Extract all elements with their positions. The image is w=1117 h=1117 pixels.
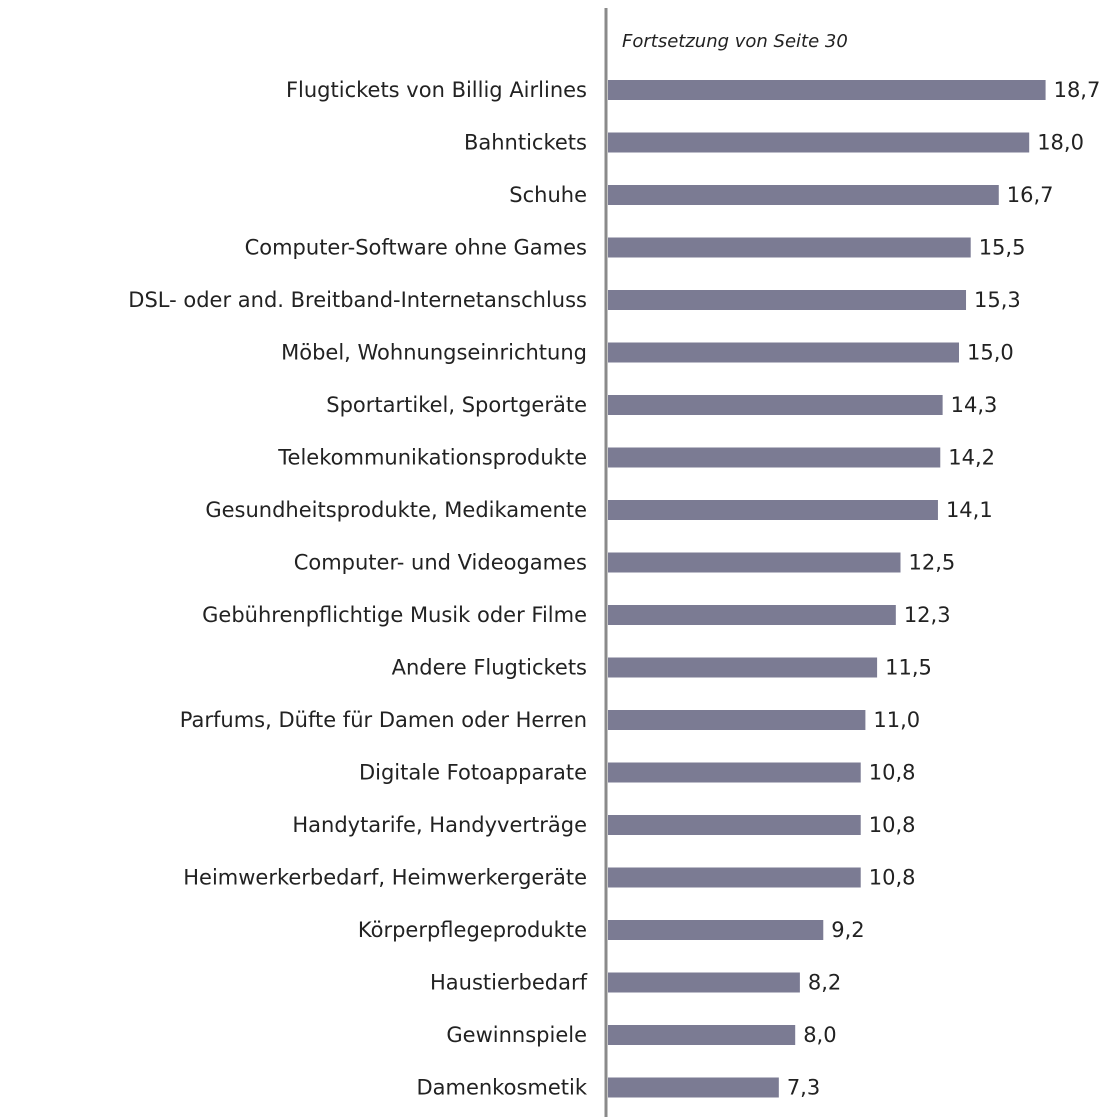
bar	[608, 447, 941, 468]
category-label: Gesundheitsprodukte, Medikamente	[205, 498, 587, 522]
category-label: Haustierbedarf	[430, 971, 588, 995]
value-label: 15,3	[974, 288, 1021, 312]
bar	[608, 710, 866, 730]
category-label: Gebührenpflichtige Musik oder Filme	[202, 603, 587, 627]
value-label: 18,0	[1037, 131, 1084, 155]
value-label: 18,7	[1054, 78, 1101, 102]
bar	[608, 185, 999, 205]
category-label: Möbel, Wohnungseinrichtung	[281, 341, 587, 365]
category-label: Flugtickets von Billig Airlines	[286, 78, 587, 102]
bar	[608, 867, 861, 888]
bar	[608, 80, 1046, 100]
value-label: 14,1	[946, 498, 993, 522]
bar	[608, 1025, 796, 1045]
category-label: Parfums, Düfte für Damen oder Herren	[180, 708, 587, 732]
category-label: Handytarife, Handyverträge	[292, 813, 587, 837]
category-label: Digitale Fotoapparate	[359, 761, 587, 785]
value-label: 11,5	[885, 656, 932, 680]
category-label: Körperpflegeprodukte	[358, 918, 587, 942]
bar	[608, 762, 861, 783]
category-label: Damenkosmetik	[416, 1076, 587, 1100]
category-label: Bahntickets	[464, 131, 587, 155]
value-label: 12,5	[909, 551, 956, 575]
value-label: 14,3	[951, 393, 998, 417]
bar	[608, 605, 896, 625]
value-label: 8,2	[808, 971, 841, 995]
value-label: 10,8	[869, 866, 916, 890]
bar	[608, 1077, 779, 1098]
bar	[608, 815, 861, 835]
category-label: Andere Flugtickets	[392, 656, 587, 680]
bar	[608, 500, 938, 520]
value-label: 15,0	[967, 341, 1014, 365]
category-label: Heimwerkerbedarf, Heimwerkergeräte	[183, 866, 587, 890]
bar	[608, 920, 824, 940]
annotation: Fortsetzung von Seite 30	[622, 31, 848, 52]
bar	[608, 342, 959, 363]
value-label: 11,0	[873, 708, 920, 732]
bar	[608, 237, 971, 258]
bar	[608, 657, 878, 678]
bar	[608, 552, 901, 573]
value-label: 15,5	[979, 236, 1026, 260]
category-label: Telekommunikationsprodukte	[277, 446, 587, 470]
category-label: Computer-Software ohne Games	[245, 236, 587, 260]
bar	[608, 290, 967, 310]
bar	[608, 972, 800, 993]
value-label: 10,8	[869, 813, 916, 837]
category-label: Gewinnspiele	[446, 1023, 587, 1047]
value-label: 9,2	[831, 918, 864, 942]
value-label: 12,3	[904, 603, 951, 627]
value-label: 8,0	[803, 1023, 836, 1047]
category-label: DSL- oder and. Breitband-Internetanschlu…	[128, 288, 587, 312]
value-label: 16,7	[1007, 183, 1054, 207]
value-label: 7,3	[787, 1076, 820, 1100]
category-label: Sportartikel, Sportgeräte	[326, 393, 587, 417]
value-label: 10,8	[869, 761, 916, 785]
category-label: Schuhe	[509, 183, 587, 207]
value-label: 14,2	[948, 446, 995, 470]
category-label: Computer- und Videogames	[294, 551, 587, 575]
bar	[608, 395, 943, 415]
bar	[608, 132, 1030, 153]
